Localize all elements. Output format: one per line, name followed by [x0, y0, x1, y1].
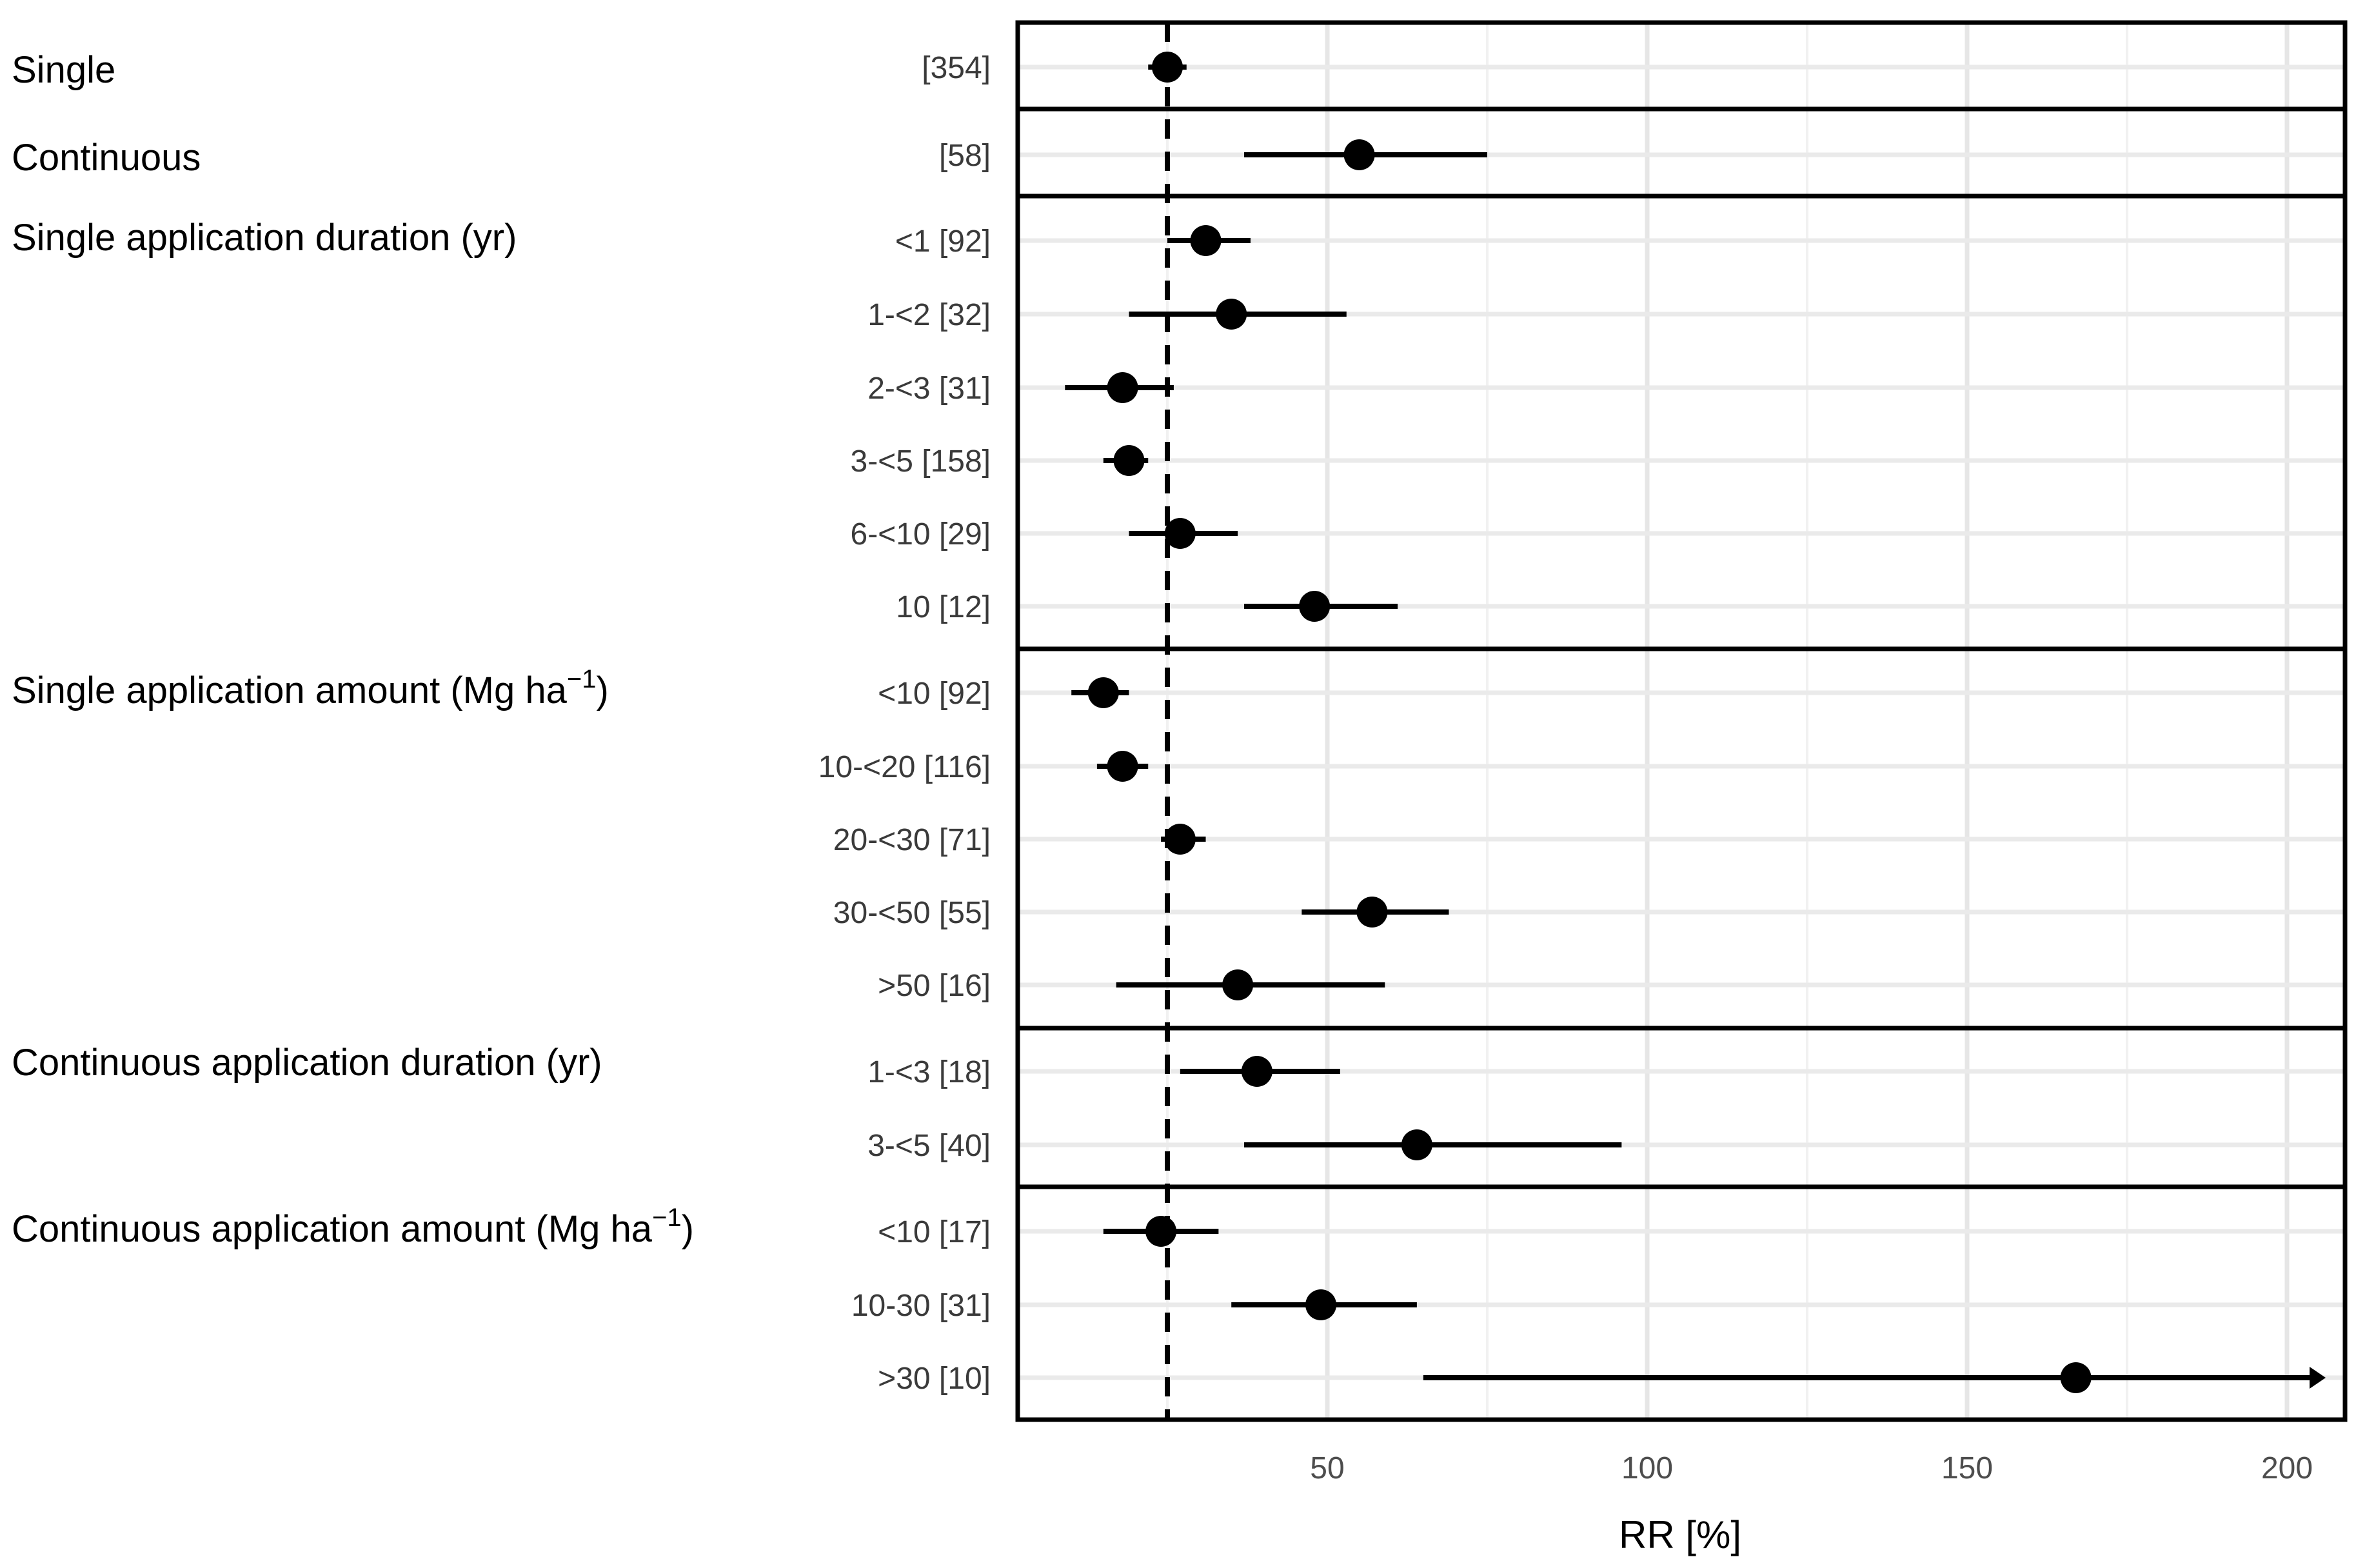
group-label: Single	[12, 49, 115, 91]
row-label: <1 [92]	[895, 224, 991, 259]
truncation-arrow	[2310, 1367, 2326, 1389]
point-estimate	[1343, 139, 1375, 170]
group-label: Continuous application duration (yr)	[12, 1042, 602, 1084]
group-label: Single application duration (yr)	[12, 217, 517, 259]
point-estimate	[1164, 824, 1196, 855]
row-label: 2-<3 [31]	[867, 372, 991, 406]
point-estimate	[1190, 225, 1222, 256]
row-label: <10 [17]	[878, 1215, 991, 1249]
row-label: <10 [92]	[878, 677, 991, 711]
row-label: 1-<2 [32]	[867, 298, 991, 332]
x-tick-label: 50	[1310, 1451, 1344, 1485]
x-tick-label: 200	[2261, 1451, 2313, 1485]
row-label: 30-<50 [55]	[833, 896, 991, 930]
group-label: Continuous	[12, 137, 201, 179]
panel-frame	[1015, 20, 2348, 1422]
x-tick-label: 100	[1621, 1451, 1673, 1485]
point-estimate	[1241, 1056, 1272, 1087]
group-label-text: Single application duration (yr)	[12, 217, 517, 259]
row-label: 10 [12]	[896, 590, 991, 624]
row-label: 3-<5 [40]	[867, 1129, 991, 1163]
point-estimate	[1087, 677, 1119, 708]
group-label-text: Continuous	[12, 137, 201, 179]
row-label: 20-<30 [71]	[833, 823, 991, 857]
point-estimate	[1107, 372, 1138, 403]
row-label: 1-<3 [18]	[867, 1055, 991, 1089]
row-label: [354]	[922, 51, 991, 85]
point-estimate	[1305, 1289, 1337, 1320]
row-label: >50 [16]	[878, 969, 991, 1003]
group-label: Continuous application amount (Mg ha−1)	[12, 1204, 694, 1250]
point-estimate	[1401, 1129, 1432, 1160]
x-tick-label: 150	[1941, 1451, 1993, 1485]
group-label-close: )	[682, 1208, 694, 1250]
point-estimate	[1299, 591, 1331, 622]
row-label: 3-<5 [158]	[851, 444, 991, 479]
point-estimate	[1152, 52, 1183, 83]
row-label: 6-<10 [29]	[851, 517, 991, 551]
group-label-text: Single	[12, 49, 115, 91]
group-labels: Single Continuous Single application durat…	[12, 49, 694, 1250]
point-estimate	[1216, 299, 1247, 330]
row-label: 10-<20 [116]	[818, 750, 991, 784]
row-label: [58]	[939, 139, 991, 173]
point-estimate	[1222, 969, 1254, 1000]
group-label-superscript: −1	[567, 665, 597, 693]
row-label: 10-30 [31]	[851, 1289, 991, 1323]
group-label-text: Continuous application amount (Mg ha	[12, 1208, 653, 1250]
group-label-text: Single application amount (Mg ha	[12, 670, 568, 711]
row-labels: [354] [58] <1 [92] 1-<2 [32] 2-<3 [31] 3-<5 […	[818, 51, 991, 1396]
point-estimate	[1107, 751, 1138, 782]
point-estimate	[1113, 445, 1145, 476]
group-label-text: Continuous application duration (yr)	[12, 1042, 602, 1084]
group-label: Single application amount (Mg ha−1)	[12, 665, 609, 711]
group-label-close: )	[596, 670, 608, 711]
group-label-superscript: −1	[652, 1204, 682, 1232]
point-estimate	[1164, 518, 1196, 549]
x-axis: 50 100 150 200	[1310, 1451, 2313, 1485]
point-estimate	[1356, 897, 1388, 928]
panel-borders	[1015, 20, 2348, 1422]
data-marks	[1065, 52, 2326, 1393]
point-estimate	[2060, 1362, 2092, 1393]
x-axis-title: RR [%]	[1619, 1513, 1741, 1556]
row-label: >30 [10]	[878, 1362, 991, 1396]
point-estimate	[1145, 1216, 1177, 1247]
